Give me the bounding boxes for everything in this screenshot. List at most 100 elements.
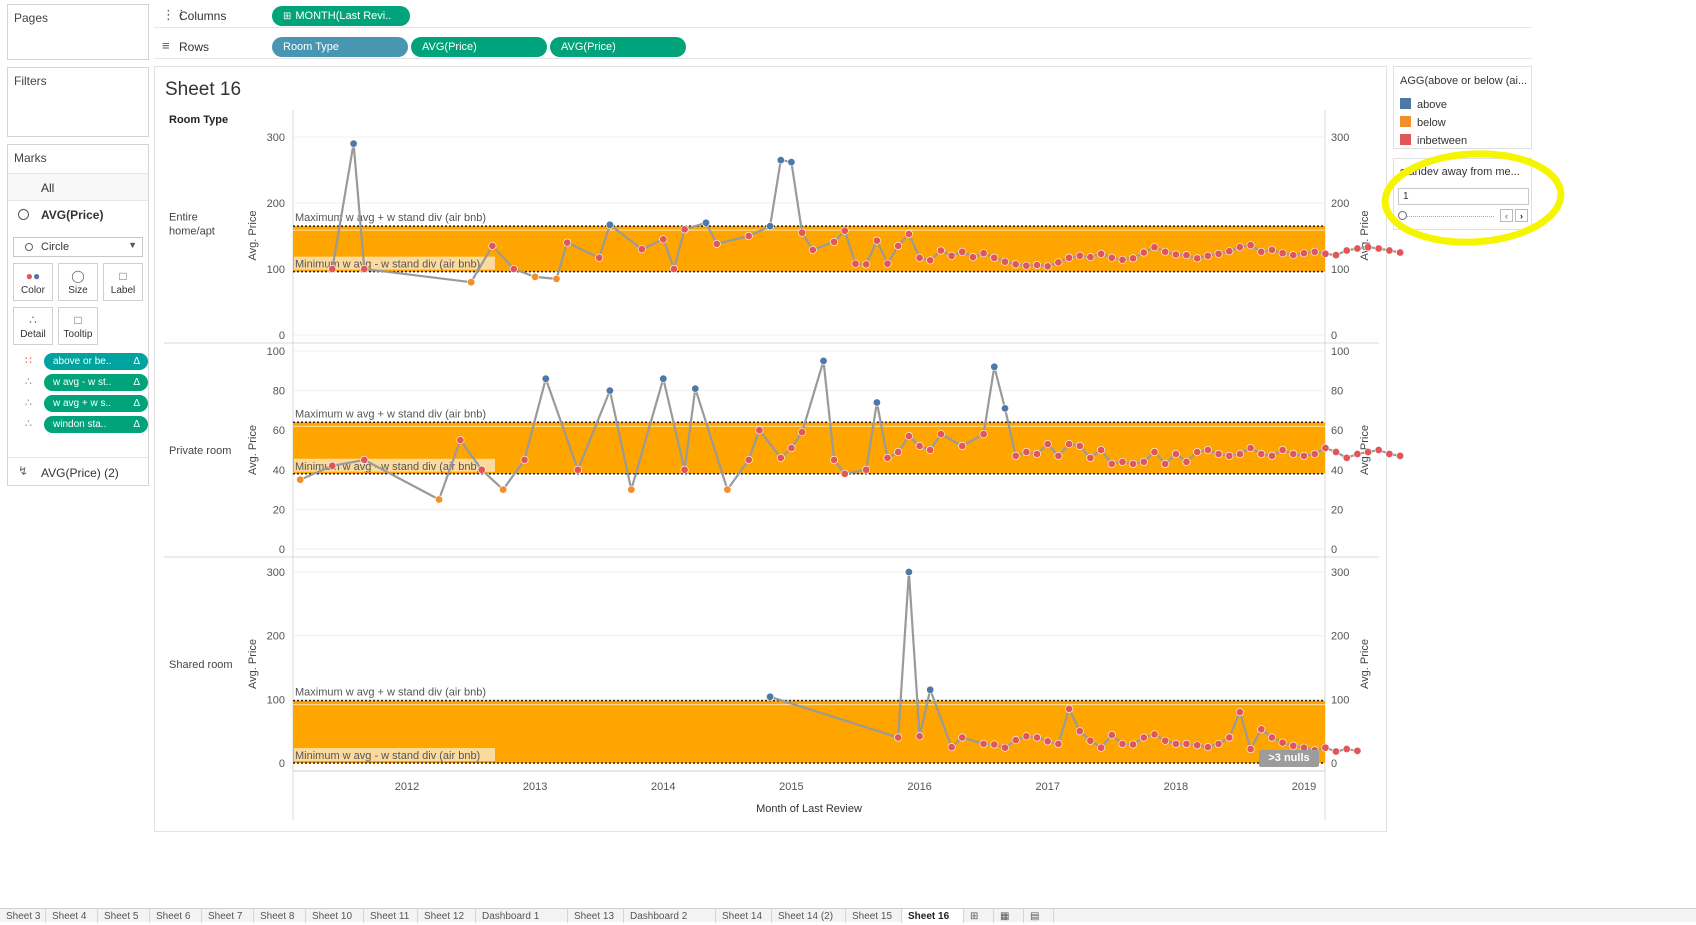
new-story-icon[interactable]: ▤ <box>1024 909 1054 923</box>
label-button-label: Label <box>110 285 136 296</box>
slider-increment-button[interactable]: › <box>1515 209 1528 222</box>
legend-label-inbetween: inbetween <box>1417 135 1468 147</box>
columns-shelf[interactable]: ⋮⋮ Columns ⊞ MONTH(Last Revi.. <box>154 4 1532 28</box>
pages-panel: Pages <box>7 4 149 60</box>
sheet-tab[interactable]: Sheet 6 <box>150 909 202 923</box>
color-legend[interactable]: AGG(above or below (ai... above below in… <box>1393 66 1532 149</box>
detail-field-icon: ∴ <box>25 376 32 388</box>
sheet-tab[interactable]: Sheet 7 <box>202 909 254 923</box>
label-button[interactable]: □ Label <box>103 263 143 301</box>
detail-button[interactable]: ∴ Detail <box>13 307 53 345</box>
chevron-down-icon: ▼ <box>128 240 137 250</box>
sheet-tab[interactable]: Sheet 13 <box>568 909 624 923</box>
detail-button-label: Detail <box>20 329 46 340</box>
marks-all-label: All <box>41 181 55 195</box>
detail-field-icon: ∴ <box>25 418 32 430</box>
sheet-tab[interactable]: Sheet 12 <box>418 909 476 923</box>
marks-secondary-measure-row[interactable]: ↯ AVG(Price) (2) <box>8 457 148 485</box>
legend-label-below: below <box>1417 117 1446 129</box>
columns-label: Columns <box>179 9 227 23</box>
marks-all-row[interactable]: All <box>8 173 148 201</box>
delta-icon: Δ <box>133 377 140 388</box>
delta-icon: Δ <box>133 356 140 367</box>
marks-active-measure-label: AVG(Price) <box>41 208 104 222</box>
legend-item-below[interactable]: below <box>1400 116 1446 129</box>
sheet-tab[interactable]: Dashboard 1 <box>476 909 568 923</box>
marks-field-windon-sta-label: windon sta.. <box>53 419 107 430</box>
rows-pill-avg-price-2[interactable]: AVG(Price) <box>550 37 686 57</box>
filters-label: Filters <box>14 74 47 88</box>
size-button-label: Size <box>68 285 88 296</box>
rows-pill-avg-price-1[interactable]: AVG(Price) <box>411 37 547 57</box>
marks-label: Marks <box>14 151 47 165</box>
sheet-tab[interactable]: Sheet 8 <box>254 909 306 923</box>
columns-icon: ⋮⋮ <box>162 7 188 22</box>
parameter-title: standev away from me... <box>1400 166 1520 178</box>
mark-type-dropdown[interactable]: Circle ▼ <box>13 237 143 257</box>
parameter-slider[interactable] <box>1398 211 1496 221</box>
marks-field-above-or-below-label: above or be.. <box>53 356 112 367</box>
sheet-tab[interactable]: Sheet 15 <box>846 909 902 923</box>
rows-shelf[interactable]: ≡ Rows Room Type AVG(Price) AVG(Price) <box>154 35 1532 59</box>
filters-panel[interactable]: Filters <box>7 67 149 137</box>
columns-pill-label: MONTH(Last Revi.. <box>295 10 392 22</box>
marks-field-w-avg-plus[interactable]: w avg + w s.. Δ <box>44 395 148 412</box>
color-button-label: Color <box>21 285 45 296</box>
color-dots-icon: ●● <box>25 269 41 283</box>
parameter-card: standev away from me... 1 ‹ › <box>1393 158 1532 230</box>
pages-label: Pages <box>14 11 49 25</box>
sheet-title: Sheet 16 <box>165 79 242 100</box>
new-worksheet-icon[interactable]: ⊞ <box>964 909 994 923</box>
color-field-icon: ∷ <box>25 355 32 367</box>
size-icon: ◯ <box>71 269 85 283</box>
sheet-tab[interactable]: Dashboard 2 <box>624 909 716 923</box>
slider-thumb[interactable] <box>1398 211 1407 220</box>
data-point[interactable] <box>1396 248 1405 257</box>
marks-field-above-or-below[interactable]: above or be.. Δ <box>44 353 148 370</box>
tooltip-button-label: Tooltip <box>63 329 93 340</box>
marks-field-w-avg-minus[interactable]: w avg - w st.. Δ <box>44 374 148 391</box>
columns-pill-month[interactable]: ⊞ MONTH(Last Revi.. <box>272 6 410 26</box>
sheet-tab[interactable]: Sheet 14 (2) <box>772 909 846 923</box>
new-dashboard-icon[interactable]: ▦ <box>994 909 1024 923</box>
detail-dots-icon: ∴ <box>29 313 37 327</box>
label-t-icon: □ <box>119 269 127 283</box>
marks-secondary-measure-label: AVG(Price) (2) <box>41 466 119 480</box>
sheet-tab[interactable]: Sheet 5 <box>98 909 150 923</box>
plus-box-icon: ⊞ <box>283 11 292 22</box>
legend-swatch-below <box>1400 116 1411 127</box>
legend-item-above[interactable]: above <box>1400 98 1447 111</box>
legend-swatch-inbetween <box>1400 134 1411 145</box>
size-button[interactable]: ◯ Size <box>58 263 98 301</box>
sheet-tab[interactable]: Sheet 3 <box>0 909 46 923</box>
delta-icon: Δ <box>133 398 140 409</box>
tooltip-button[interactable]: □ Tooltip <box>58 307 98 345</box>
circle-icon <box>18 209 29 220</box>
slider-decrement-button[interactable]: ‹ <box>1500 209 1513 222</box>
parameter-input[interactable]: 1 <box>1398 188 1529 205</box>
marks-active-measure-row[interactable]: AVG(Price) <box>8 201 148 231</box>
row-header-title: Room Type <box>169 114 229 126</box>
sheet-tab[interactable]: Sheet 4 <box>46 909 98 923</box>
mark-type-label: Circle <box>41 241 70 253</box>
tooltip-bubble-icon: □ <box>74 313 82 327</box>
rows-icon: ≡ <box>162 38 170 53</box>
delta-icon: Δ <box>133 419 140 430</box>
marks-field-windon-sta[interactable]: windon sta.. Δ <box>44 416 148 433</box>
rows-pill-room-type[interactable]: Room Type <box>272 37 408 57</box>
sheet-tab-bar: Sheet 3 Sheet 4 Sheet 5 Sheet 6 Sheet 7 Sheet… <box>0 908 1696 923</box>
data-point[interactable] <box>1396 451 1405 460</box>
marks-panel: Marks All AVG(Price) Circle ▼ ●● Color ◯… <box>7 144 149 486</box>
sheet-tab[interactable]: Sheet 14 <box>716 909 772 923</box>
slider-track <box>1402 216 1494 217</box>
view-area <box>154 66 1387 832</box>
sheet-tab[interactable]: Sheet 10 <box>306 909 364 923</box>
nulls-badge[interactable]: >3 nulls <box>1259 750 1319 767</box>
detail-field-icon: ∴ <box>25 397 32 409</box>
legend-item-inbetween[interactable]: inbetween <box>1400 134 1467 147</box>
sheet-tab[interactable]: Sheet 16 <box>902 909 964 923</box>
sheet-tab[interactable]: Sheet 11 <box>364 909 418 923</box>
legend-swatch-above <box>1400 98 1411 109</box>
marks-field-w-avg-minus-label: w avg - w st.. <box>53 377 112 388</box>
color-button[interactable]: ●● Color <box>13 263 53 301</box>
